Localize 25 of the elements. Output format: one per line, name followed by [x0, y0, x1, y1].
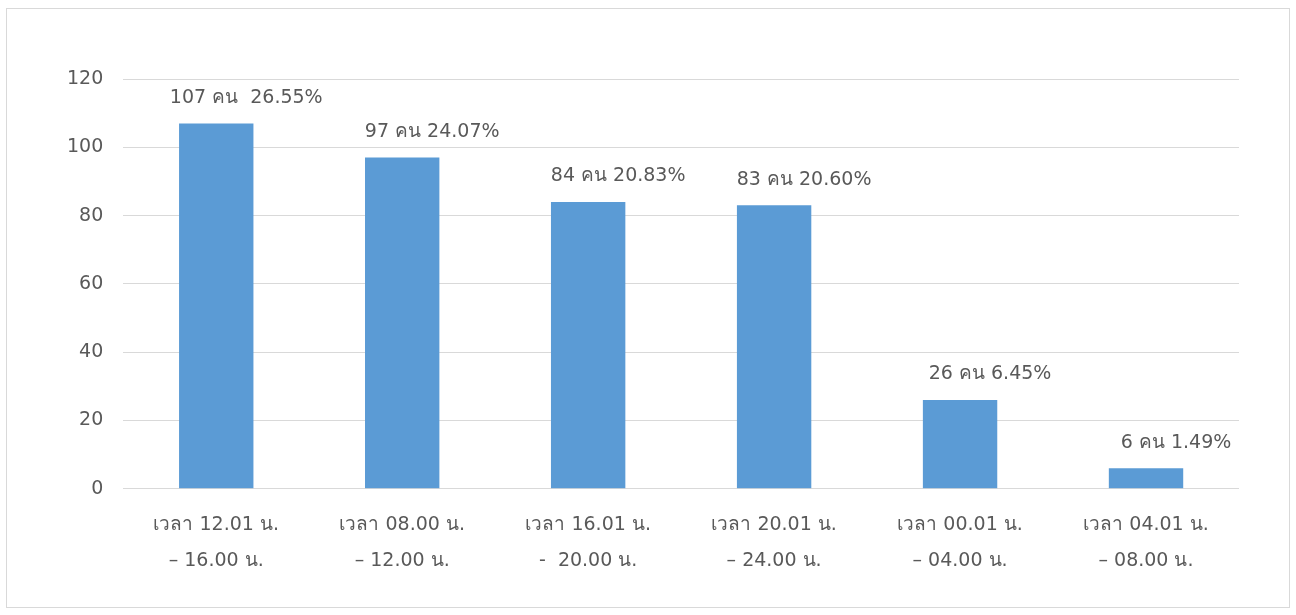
data-label: 26 คน 6.45%	[928, 361, 1052, 384]
bar	[550, 201, 626, 489]
x-tick-label: เวลา 16.01 น. - 20.00 น.	[525, 511, 651, 570]
y-tick-label: 120	[67, 65, 104, 88]
data-label: 6 คน 1.49%	[1120, 429, 1232, 452]
data-label: 97 คน 24.07%	[364, 118, 500, 141]
x-tick-label: เวลา 00.01 น. – 04.00 น.	[897, 511, 1023, 570]
x-tick-label: เวลา 12.01 น. – 16.00 น.	[153, 511, 279, 570]
data-label: 83 คน 20.60%	[736, 166, 872, 189]
y-tick-label: 40	[79, 339, 104, 362]
y-tick-label: 80	[79, 202, 104, 225]
bar	[922, 400, 998, 489]
y-tick-label: 0	[91, 475, 104, 498]
y-tick-label: 20	[79, 407, 104, 430]
bar	[1108, 468, 1184, 489]
y-tick-label: 100	[67, 134, 104, 157]
x-tick-label: เวลา 08.00 น. – 12.00 น.	[339, 511, 465, 570]
bar	[365, 157, 440, 489]
y-tick-label: 60	[79, 270, 104, 293]
bar	[179, 123, 254, 489]
data-label: 84 คน 20.83%	[550, 163, 686, 186]
data-label: 107 คน 26.55%	[169, 84, 323, 107]
x-tick-label: เวลา 20.01 น. – 24.00 น.	[711, 511, 837, 570]
x-tick-label: เวลา 04.01 น. – 08.00 น.	[1083, 511, 1209, 570]
bar	[736, 205, 812, 489]
